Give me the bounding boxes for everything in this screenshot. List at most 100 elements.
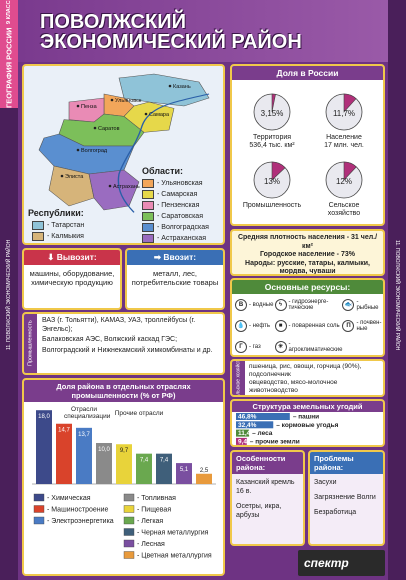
resource-icon: П [342, 320, 355, 332]
list-item: Безработица [314, 509, 357, 516]
pie-caption: хозяйство [328, 209, 360, 217]
city-dot [168, 84, 172, 88]
legend-row: - Калмыкия [32, 231, 132, 242]
legend-swatch [123, 493, 135, 502]
pie-slice [343, 93, 357, 113]
legend-swatch [32, 221, 44, 230]
republics-legend: - Татарстан - Калмыкия [32, 220, 132, 242]
republics-title: Республики: [28, 208, 84, 218]
pie-slice [343, 161, 357, 181]
density-line: Народы: русские, татары, калмыки, мордва… [245, 259, 370, 275]
arrow: ⬇ [47, 252, 57, 262]
legend-label: - Волгоградская [157, 224, 209, 231]
industry-box: Промышленность ВАЗ (г. Тольятти), КАМАЗ,… [22, 312, 225, 375]
region-astrakhan [88, 169, 140, 211]
import-text: металл, лес, потребительские товары [131, 269, 219, 287]
resource-text: - агроклиматические [288, 340, 343, 354]
resource-icon: 🐟 [342, 299, 355, 311]
pie-caption: 536,4 тыс. км² [249, 142, 295, 149]
city-label: Астрахань [113, 184, 140, 190]
legend-swatch [142, 179, 154, 188]
pie-label: 12% [336, 177, 352, 186]
group-label: Отрасли специализации [64, 406, 111, 420]
resource: П- почвен-ные [342, 317, 382, 335]
legend-label: - Машиностроение [47, 507, 109, 514]
share-panel: Доля в России 3,15% Территория 536,4 тыс. … [230, 64, 385, 226]
city-label: Самара [149, 112, 170, 118]
topic-right: 11. ПОВОЛЖСКИЙ ЭКОНОМИЧЕСКИЙ РАЙОН [394, 239, 400, 351]
resource: 🐟 - рыбные [342, 296, 382, 314]
legend-label: - Калмыкия [47, 233, 84, 240]
problems-panel: Проблемы района: Засухи Загрязнение Волги… [308, 450, 385, 546]
resource: ☀ - агроклиматические [274, 338, 343, 355]
bar [196, 473, 212, 484]
city-dot [76, 148, 80, 152]
legend-label: - Цветная металлургия [137, 553, 212, 560]
features-title: Особенности района: [232, 452, 303, 474]
resource-icon: В [235, 299, 247, 311]
list-item: Волгоградский и Нижнекамский химкомбинат… [42, 346, 213, 354]
land-title: Структура земельных угодий [232, 401, 383, 412]
resource-text: - рыбные [356, 298, 379, 312]
legend-row: - Саратовская [142, 211, 223, 222]
pie-caption: Сельское [329, 202, 360, 209]
land-label: 9,4% [238, 439, 253, 446]
legend-row: - Астраханская [142, 233, 223, 243]
legend-label: - Химическая [47, 495, 91, 502]
resource-text: - нефть [249, 322, 270, 329]
land-label: 46,8% [238, 414, 257, 421]
bar-label: 13,7 [78, 432, 90, 438]
list-item: ВАЗ (г. Тольятти), КАМАЗ, УАЗ, троллейбу… [42, 317, 196, 333]
land-bar [236, 437, 247, 445]
land-name: – леса [252, 430, 273, 437]
export-text: машины, оборудование, химическую продукц… [29, 269, 115, 287]
resource-icon: ■ [274, 320, 287, 332]
legend-swatch [142, 223, 154, 232]
group-label: Прочие отрасли [114, 410, 164, 417]
legend-label: - Татарстан [47, 222, 85, 229]
legend-label: - Легкая [137, 518, 163, 525]
agriculture-box: Сельское хозяйство пшеница, рис, овощи, … [230, 359, 385, 397]
topic-left: 11. ПОВОЛЖСКИЙ ЭКОНОМИЧЕСКИЙ РАЙОН [6, 239, 12, 351]
legend-label: - Ульяновская [157, 180, 203, 187]
region-kalmykia [48, 165, 95, 207]
import-title-text: Ввозит: [163, 252, 197, 262]
legend-row: - Самарская [142, 189, 223, 200]
export-title-text: Вывозит: [56, 252, 97, 262]
grade: 9 КЛАСС [6, 0, 12, 25]
header: ПОВОЛЖСКИЙ ЭКОНОМИЧЕСКИЙ РАЙОН [18, 0, 388, 62]
pie-caption: Территория [253, 134, 291, 141]
density-line: Средняя плотность населения - 31 чел./км… [237, 234, 378, 250]
pie-caption: 17 млн. чел. [324, 142, 364, 149]
legend-label: - Черная металлургия [137, 530, 209, 537]
legend-swatch [32, 232, 44, 241]
bar [96, 443, 112, 484]
legend-swatch [33, 505, 45, 513]
list-item: овцеводство, мясо-молочное животноводств… [249, 379, 338, 394]
problems-title: Проблемы района: [310, 452, 383, 474]
share-title: Доля в России [232, 66, 383, 80]
city-label: Пенза [81, 104, 98, 110]
density-box: Средняя плотность населения - 31 чел./км… [230, 229, 385, 276]
legend-label: - Пензенская [157, 202, 200, 209]
legend-swatch [123, 539, 135, 548]
list-item: Казанский кремль 16 в. [236, 479, 295, 495]
land-panel: Структура земельных угодий 46,8% – пашни 3… [230, 399, 385, 447]
industry-list: ВАЗ (г. Тольятти), КАМАЗ, УАЗ, троллейбу… [42, 317, 222, 357]
bar [176, 463, 192, 484]
city-label: Казань [173, 84, 191, 90]
chart-plot: 18,0 - Химическая 14,7 - Машиностроение 13,7… [32, 410, 216, 560]
list-item: Засухи [314, 479, 337, 486]
subject-box: ГЕОГРАФИЯ РОССИИ 9 КЛАСС [0, 0, 18, 108]
legend-label: - Электроэнергетика [47, 518, 114, 525]
legend-swatch [123, 528, 135, 536]
map-panel: Казань Ульяновск Пенза Самара Саратов Волгогр… [22, 64, 225, 245]
legend-swatch [123, 516, 135, 525]
list-item: Загрязнение Волги [314, 494, 376, 501]
legend-row: - Татарстан [32, 220, 132, 231]
brand: спектр [298, 550, 385, 576]
resource: ϟ- гидроэнерге-тические [274, 296, 343, 314]
resource-icon: ϟ [274, 299, 287, 311]
legend-row: - Волгоградская [142, 222, 223, 233]
